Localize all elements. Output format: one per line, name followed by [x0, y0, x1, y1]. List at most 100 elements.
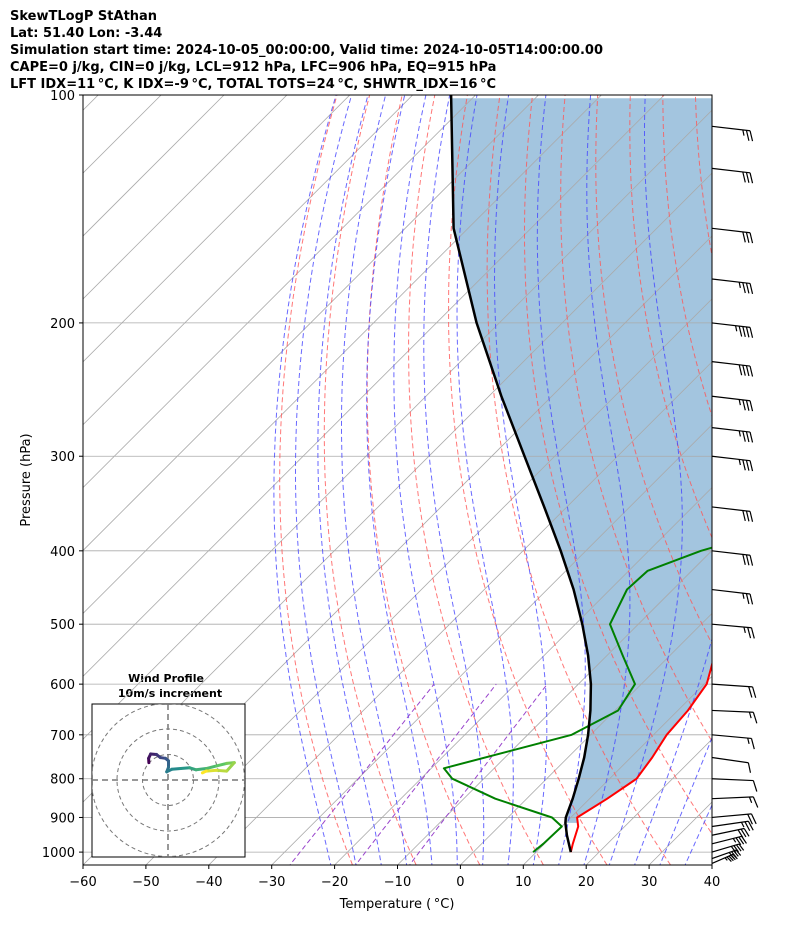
- barb-shaft: [711, 227, 751, 234]
- x-tick-label: −20: [321, 875, 348, 890]
- wind-barb: [711, 820, 754, 832]
- x-tick-label: −60: [69, 875, 96, 890]
- barb-shaft: [711, 455, 751, 462]
- moist-adiabat-line: [493, 95, 548, 865]
- dry-adiabat-line: [761, 95, 794, 865]
- barb-flag: [745, 593, 750, 605]
- y-tick-label: 1000: [42, 846, 75, 861]
- barb-flag: [731, 851, 737, 858]
- moist-adiabat-line: [341, 95, 408, 865]
- barb-flag: [745, 282, 750, 294]
- barb-flag: [745, 172, 750, 183]
- barb-flag: [745, 130, 750, 141]
- barb-flag: [745, 431, 750, 443]
- temperature-line: [569, 660, 712, 853]
- wind-barbs: [711, 125, 759, 864]
- isotherm-line: [83, 95, 539, 552]
- barb-shaft: [711, 427, 751, 433]
- moist-adiabat-line: [295, 95, 357, 865]
- barb-flag: [749, 283, 754, 294]
- hodograph-inner: [92, 704, 245, 857]
- barb-flag: [749, 130, 754, 142]
- barb-flag: [738, 836, 745, 845]
- y-tick-label: 100: [50, 89, 75, 104]
- barb-shaft: [711, 550, 751, 556]
- barb-flag: [752, 712, 758, 724]
- y-axis-label: Pressure (hPa): [19, 433, 34, 526]
- isotherm-line: [208, 361, 712, 865]
- barb-flag: [742, 282, 746, 294]
- isotherm-line: [83, 95, 225, 237]
- barb-shaft: [711, 778, 754, 782]
- barb-flag: [749, 511, 754, 522]
- plot-area: [83, 95, 794, 865]
- barb-half-flag: [748, 796, 753, 804]
- wind-barb: [711, 683, 757, 698]
- barb-shaft: [711, 322, 751, 328]
- isotherm-line: [523, 675, 712, 865]
- isotherm-line: [83, 95, 476, 489]
- wind-barb: [711, 778, 758, 792]
- barb-half-flag: [734, 325, 738, 332]
- barb-half-flag: [748, 711, 752, 719]
- barb-flag: [750, 738, 755, 750]
- moist-adiabat-line: [536, 95, 586, 865]
- x-tick-label: −10: [384, 875, 411, 890]
- parcel-line: [449, 95, 593, 853]
- barb-flag: [737, 829, 744, 838]
- barb-flag: [749, 365, 754, 377]
- y-tick-label: 300: [50, 450, 75, 465]
- barb-flag: [735, 849, 742, 856]
- barb-flag: [747, 762, 752, 773]
- wind-barb: [711, 361, 754, 377]
- barb-shaft: [711, 843, 740, 853]
- barb-flag: [749, 555, 754, 566]
- wind-barb: [711, 756, 752, 773]
- hodograph-segment: [204, 768, 218, 773]
- barb-flag: [733, 845, 740, 853]
- barb-flag: [745, 365, 750, 377]
- wind-barb: [711, 227, 754, 244]
- mixing-ratio-line: [289, 683, 435, 865]
- mixing-ratio-line: [408, 683, 548, 865]
- barb-half-flag: [740, 821, 745, 828]
- hodograph-subtitle: 10m/s increment: [118, 687, 222, 700]
- barb-flag: [745, 510, 750, 522]
- moist-adiabat-line: [608, 95, 683, 865]
- x-tick-label: 0: [456, 875, 464, 890]
- barb-flag: [750, 813, 757, 825]
- barb-shaft: [711, 683, 753, 688]
- wind-barb: [711, 813, 757, 825]
- barb-flag: [749, 593, 754, 605]
- barb-flag: [745, 554, 750, 566]
- cape-line: CAPE=0 j/kg, CIN=0 j/kg, LCL=912 hPa, LF…: [10, 60, 497, 75]
- x-tick-label: −40: [195, 875, 222, 890]
- isotherm-line: [334, 487, 712, 865]
- moist-adiabat-line: [366, 95, 433, 865]
- barb-shaft: [711, 361, 751, 367]
- x-tick-label: −30: [258, 875, 285, 890]
- y-tick-label: 900: [50, 811, 75, 826]
- isotherm-line: [271, 424, 712, 865]
- barb-shaft: [711, 756, 749, 764]
- barb-shaft: [711, 796, 754, 800]
- wind-barb: [711, 506, 754, 522]
- moist-adiabat-line: [456, 95, 514, 865]
- chart-title: SkewTLogP StAthan: [10, 9, 158, 24]
- barb-shaft: [711, 506, 751, 512]
- barb-half-flag: [738, 430, 741, 437]
- location-line: Lat: 51.40 Lon: -3.44: [10, 26, 163, 41]
- barb-shaft: [711, 167, 751, 174]
- barb-shaft: [711, 734, 752, 740]
- barb-flag: [742, 459, 746, 471]
- barb-flag: [742, 365, 746, 376]
- barb-flag: [747, 813, 753, 825]
- barb-shaft: [711, 709, 754, 713]
- moist-adiabat-line: [583, 95, 631, 865]
- barb-flag: [744, 821, 751, 832]
- dry-adiabat-line: [728, 95, 794, 865]
- barb-flag: [742, 326, 746, 338]
- hodograph-segment: [204, 764, 218, 771]
- x-tick-label: 40: [704, 875, 721, 890]
- wind-barb: [711, 278, 754, 294]
